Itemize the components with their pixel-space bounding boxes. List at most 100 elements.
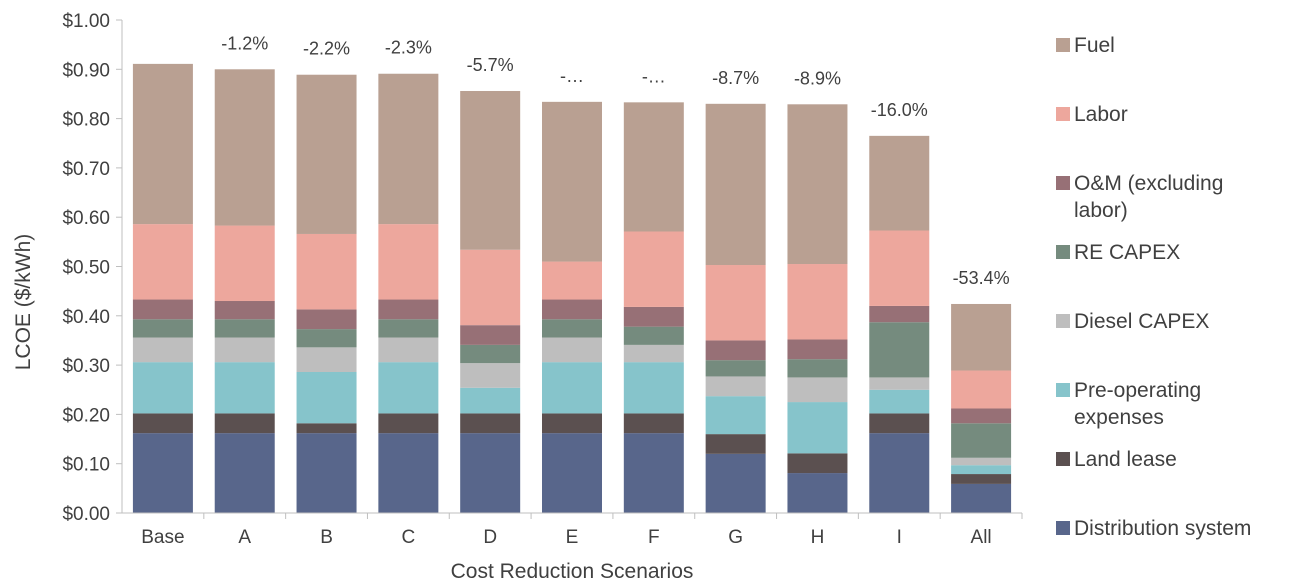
bar-segment: [787, 473, 848, 513]
bar-segment: [132, 63, 193, 225]
x-tick-label: C: [401, 527, 415, 548]
bar-segment: [869, 230, 930, 306]
bar-annotation: -…: [560, 66, 584, 86]
bar-segment: [869, 389, 930, 414]
bar-annotations: -1.2% -2.2% -2.3% -5.7% -… -… -8.7% -8.9% -16.0%…: [221, 33, 1009, 288]
y-tick-label: $0.00: [62, 504, 110, 525]
legend: Fuel Labor O&M (excluding labor) RE CAPEX Die…: [1056, 34, 1251, 540]
bar-segment: [542, 362, 602, 414]
legend-label: Distribution system: [1074, 517, 1251, 540]
bar-segment: [214, 337, 275, 363]
legend-label: O&M (excluding labor): [1074, 172, 1223, 222]
bar-segment: [296, 423, 357, 434]
bar-segment: [542, 101, 602, 262]
bar-segment: [214, 225, 275, 302]
legend-label: RE CAPEX: [1074, 241, 1180, 264]
bar-segment: [623, 306, 684, 327]
bar-segment: [460, 249, 521, 326]
x-axis-ticks: Base A B C D E F G H I All: [141, 513, 1023, 548]
legend-swatch: [1056, 452, 1070, 466]
bar-annotation: -…: [642, 66, 666, 86]
legend-swatch: [1056, 383, 1070, 397]
bar-segment: [869, 433, 930, 513]
x-tick-label: All: [971, 527, 992, 548]
legend-item: Pre-operating expenses: [1056, 379, 1201, 429]
bar-segment: [214, 433, 275, 513]
bar-segment: [787, 104, 848, 265]
bar-segment: [951, 303, 1012, 371]
x-tick-label: G: [728, 527, 743, 548]
y-tick-label: $1.00: [62, 11, 110, 32]
bar-segment: [623, 362, 684, 414]
bar-segment: [869, 377, 930, 390]
x-tick-label: Base: [141, 527, 184, 548]
legend-label: Land lease: [1074, 448, 1177, 471]
x-tick-label: I: [897, 527, 902, 548]
bar-segment: [705, 103, 766, 266]
bar-segment: [214, 413, 275, 434]
y-tick-label: $0.10: [62, 455, 110, 476]
bar-segment: [705, 340, 766, 361]
bar-segment: [787, 339, 848, 360]
bar-segment: [951, 423, 1012, 458]
bar-segment: [214, 319, 275, 338]
bar-annotation: -8.7%: [712, 68, 759, 88]
bar-segment: [542, 413, 602, 434]
bar-segment: [378, 73, 439, 225]
bar-segment: [296, 329, 357, 348]
bar-segment: [132, 413, 193, 434]
bar-segment: [460, 325, 521, 345]
bar-segment: [214, 69, 275, 226]
bar-segment: [623, 413, 684, 434]
bar-segment: [296, 372, 357, 424]
bar-segment: [787, 377, 848, 403]
bar-segment: [214, 301, 275, 320]
bar-annotation: -2.3%: [385, 38, 432, 58]
bar-segment: [460, 413, 521, 434]
bar-segment: [132, 337, 193, 363]
bar-segment: [623, 102, 684, 232]
y-tick-label: $0.80: [62, 110, 110, 131]
y-axis-ticks: $0.00 $0.10 $0.20 $0.30 $0.40 $0.50 $0.60 $0.70…: [62, 11, 122, 525]
bar-segment: [623, 326, 684, 345]
bar-segment: [787, 402, 848, 454]
bar-segment: [132, 362, 193, 414]
bar-segment: [623, 344, 684, 363]
legend-label: Fuel: [1074, 34, 1115, 57]
bar-segment: [869, 305, 930, 323]
bar-segment: [705, 434, 766, 454]
bar-segment: [542, 337, 602, 363]
y-tick-label: $0.60: [62, 208, 110, 229]
bar-segment: [132, 433, 193, 513]
x-tick-label: H: [811, 527, 825, 548]
legend-swatch: [1056, 521, 1070, 535]
bar-segment: [623, 433, 684, 513]
legend-item: Distribution system: [1056, 517, 1251, 540]
legend-item: Diesel CAPEX: [1056, 310, 1209, 333]
bar-segment: [705, 376, 766, 397]
bar-segment: [787, 264, 848, 340]
bar-annotation: -8.9%: [794, 68, 841, 88]
bar-segment: [378, 224, 439, 300]
bar-annotation: -2.2%: [303, 39, 350, 59]
x-tick-label: E: [566, 527, 579, 548]
bar-segment: [951, 465, 1012, 475]
bar-segment: [869, 322, 930, 378]
y-tick-label: $0.40: [62, 307, 110, 328]
bar-segment: [296, 309, 357, 330]
bar-segment: [869, 135, 930, 231]
bar-segment: [705, 396, 766, 435]
legend-label: Pre-operating expenses: [1074, 379, 1201, 429]
bar-annotation: -53.4%: [953, 268, 1010, 288]
y-axis-title: LCOE ($/kWh): [12, 234, 35, 371]
bar-segment: [460, 433, 521, 513]
legend-swatch: [1056, 176, 1070, 190]
bar-segment: [951, 483, 1012, 513]
bar-segment: [705, 265, 766, 341]
y-tick-label: $0.30: [62, 356, 110, 377]
x-tick-label: B: [320, 527, 333, 548]
bar-segment: [296, 433, 357, 513]
bar-annotation: -1.2%: [221, 33, 268, 53]
bar-segment: [460, 363, 521, 388]
